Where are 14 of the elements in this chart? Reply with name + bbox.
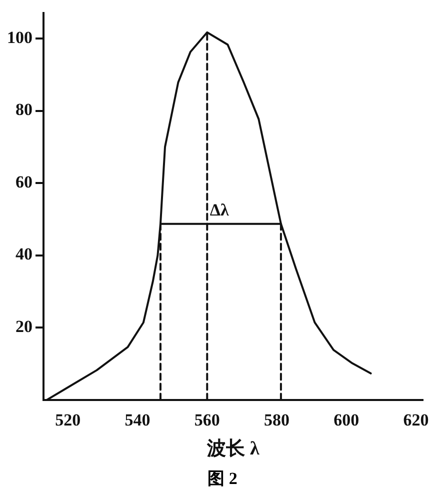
y-tick-label: 80 bbox=[16, 100, 32, 120]
x-tick-label: 600 bbox=[334, 410, 360, 430]
y-tick-label: 40 bbox=[16, 244, 32, 264]
x-tick-label: 620 bbox=[403, 410, 429, 430]
y-tick-label: 20 bbox=[16, 316, 32, 336]
annotation: Δλ bbox=[210, 200, 230, 220]
x-tick-label: 540 bbox=[124, 410, 150, 430]
caption: 图 2 bbox=[206, 468, 238, 490]
y-tick-label: 60 bbox=[16, 172, 32, 192]
x-tick-label: 560 bbox=[194, 410, 220, 430]
x-tick-label: 580 bbox=[264, 410, 290, 430]
y-tick-label: 100 bbox=[7, 28, 32, 47]
x-tick-label: 520 bbox=[55, 410, 81, 430]
x-axis-title: 波长 λ bbox=[206, 438, 260, 460]
